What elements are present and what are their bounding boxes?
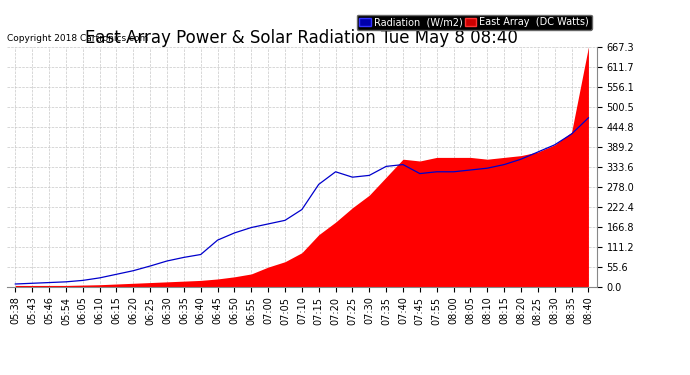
Title: East Array Power & Solar Radiation Tue May 8 08:40: East Array Power & Solar Radiation Tue M… xyxy=(86,29,518,47)
Text: Copyright 2018 Cartronics.com: Copyright 2018 Cartronics.com xyxy=(7,34,148,43)
Legend: Radiation  (W/m2), East Array  (DC Watts): Radiation (W/m2), East Array (DC Watts) xyxy=(357,15,592,30)
